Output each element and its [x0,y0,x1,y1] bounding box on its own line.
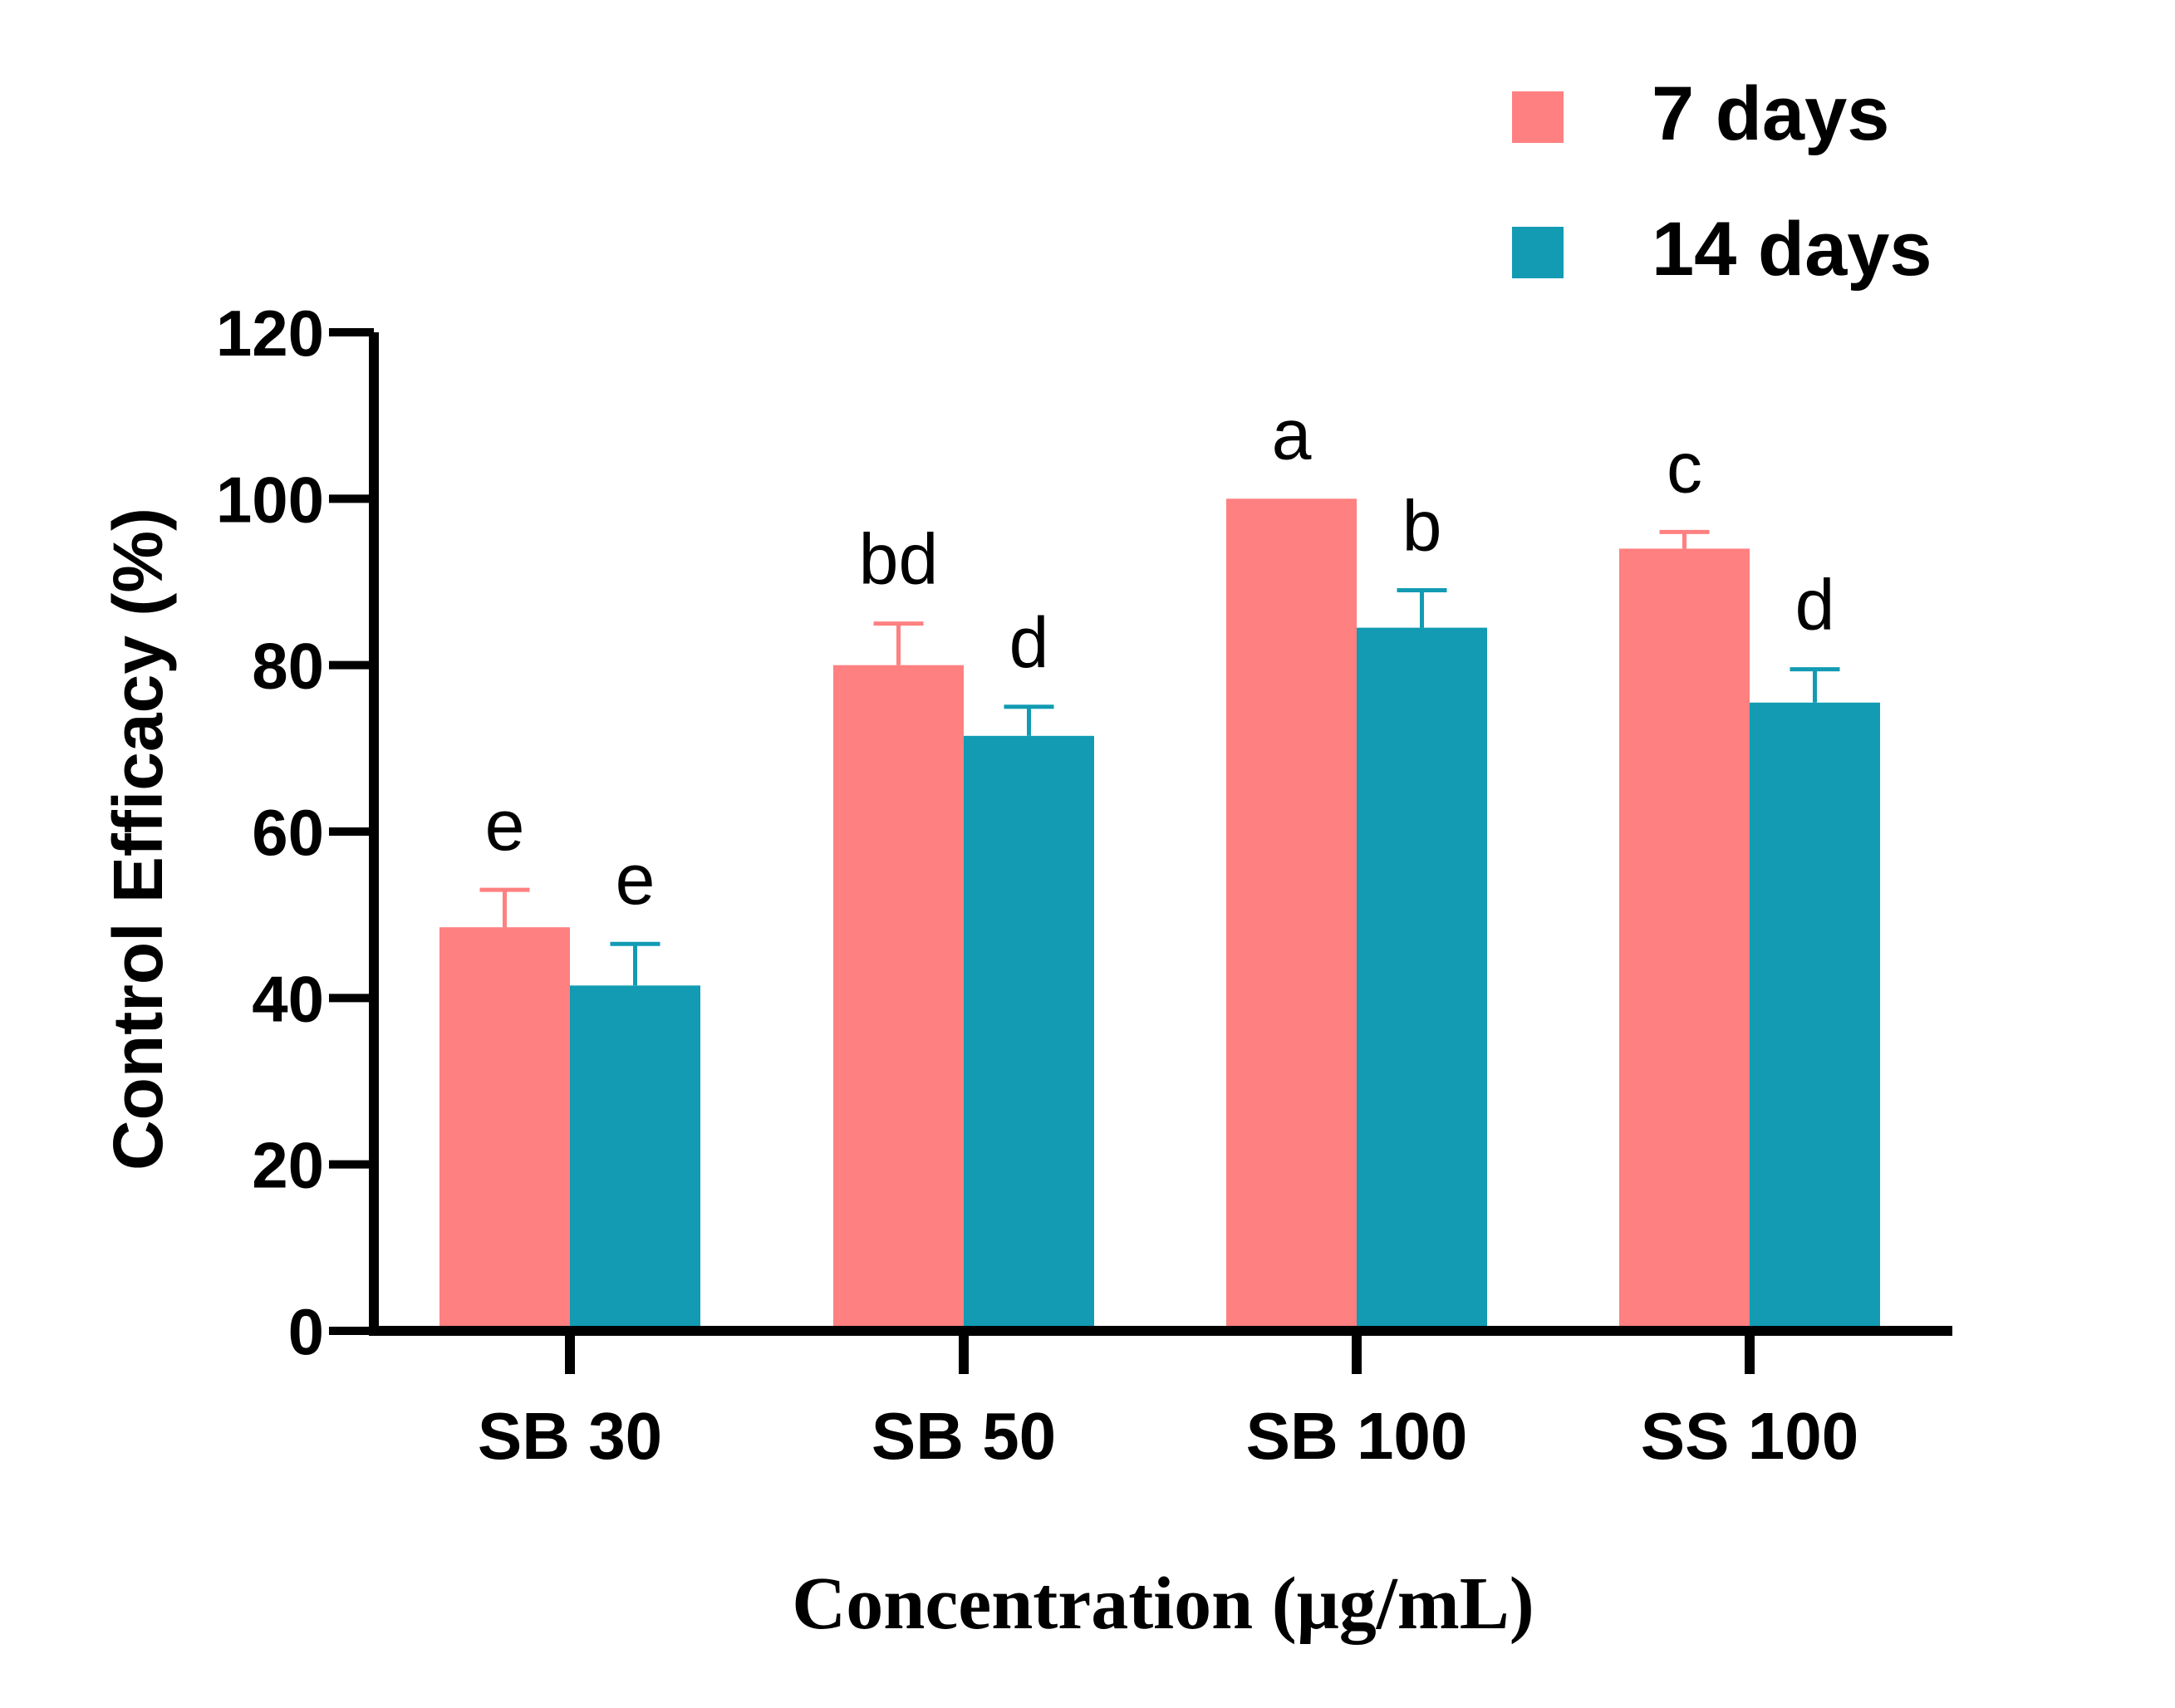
y-tick-label: 60 [252,796,324,869]
significance-letter: d [1009,603,1049,683]
legend-swatch-14days [1512,227,1564,278]
significance-letter: a [1272,395,1312,474]
bar-14days-1 [964,735,1094,1331]
significance-letter: d [1795,566,1835,645]
bar-14days-3 [1750,702,1880,1331]
x-tick-label: SS 100 [1641,1399,1858,1473]
legend-label-7days: 7 days [1652,71,1889,156]
y-tick-label: 40 [252,962,324,1035]
significance-letter: e [616,840,655,920]
y-tick-label: 120 [216,297,324,370]
significance-letter: e [485,786,525,866]
bar-7days-1 [833,665,964,1331]
y-tick-label: 80 [252,630,324,703]
x-tick-label: SB 100 [1246,1399,1468,1473]
bar-14days-2 [1357,627,1487,1331]
bar-7days-0 [439,927,570,1331]
significance-letter: b [1402,487,1442,567]
y-axis-label: Control Efficacy (%) [99,508,177,1171]
bar-7days-3 [1619,548,1750,1331]
x-tick-label: SB 30 [478,1399,662,1473]
x-axis-label: Concentration (μg/mL) [792,1563,1534,1645]
bar-7days-2 [1226,498,1357,1331]
y-tick-label: 20 [252,1129,324,1202]
y-tick-label: 100 [216,463,324,536]
y-tick-label: 0 [288,1295,324,1368]
bar-14days-0 [570,985,700,1331]
x-tick-label: SB 50 [871,1399,1056,1473]
legend-label-14days: 14 days [1652,207,1932,292]
significance-letter: c [1667,428,1702,508]
legend-swatch-7days [1512,91,1564,143]
significance-letter: bd [859,520,939,600]
